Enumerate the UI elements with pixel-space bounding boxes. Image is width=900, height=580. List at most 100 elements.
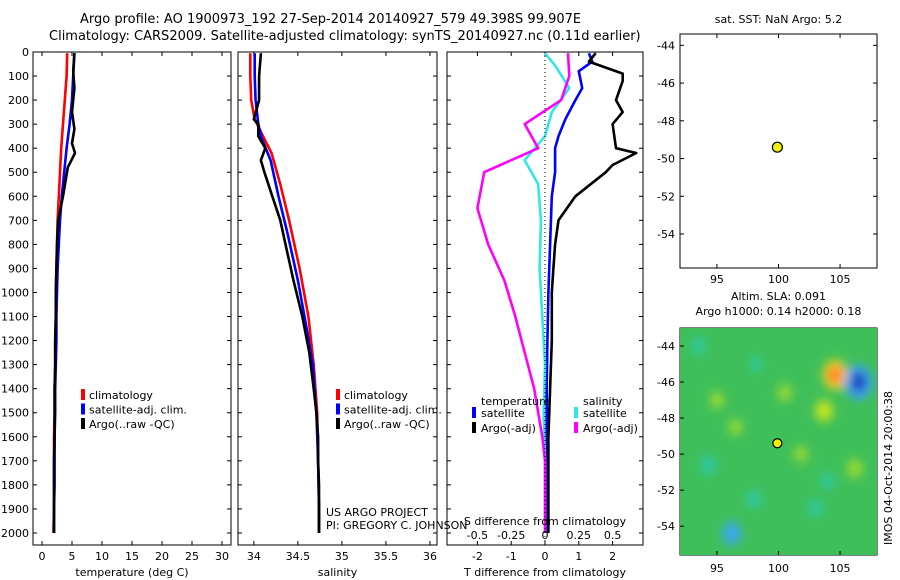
credit-pi: PI: GREGORY C. JOHNSON [326,519,468,532]
sla-anomaly [847,459,863,479]
ytick-label: 300 [8,118,29,131]
ytick-label: 1300 [1,359,29,372]
float-position-marker [772,438,783,449]
xtick-label: 36 [423,550,437,563]
ytick-label: -48 [657,115,675,128]
ytick-label: 1600 [1,431,29,444]
series-line [252,53,321,533]
sla-anomaly [815,400,833,422]
xtick-label: -2 [472,550,483,563]
xaxis-label: salinity [318,566,358,579]
sla-anomaly [729,419,742,436]
sla-anomaly [722,521,741,545]
series-line [547,52,638,533]
ytick-label: 1200 [1,335,29,348]
sla-anomaly [700,454,717,475]
stick-label: 0.25 [567,529,592,542]
stick-label: 0.5 [604,529,622,542]
ytick-label: -54 [657,520,675,533]
ytick-label: -44 [657,39,675,52]
ytick-label: 200 [8,94,29,107]
xtick-label: 34 [247,550,261,563]
xtick-label: 100 [768,562,789,575]
sla-title: Altim. SLA: 0.091 [731,290,826,303]
ytick-label: 1900 [1,503,29,516]
xtick-label: 95 [710,562,724,575]
figure-title-line2: Climatology: CARS2009. Satellite-adjuste… [49,29,641,44]
stick-label: 0 [542,529,549,542]
series-line [476,53,571,533]
xtick-label: 15 [125,550,139,563]
legend-label: satellite [481,407,525,420]
xaxis-label: T difference from climatology [463,566,626,579]
xtick-label: 105 [830,562,851,575]
stick-label: -0.5 [467,529,488,542]
legend-label: Argo(..raw -QC) [89,418,175,431]
legend-label: satellite-adj. clim. [344,404,442,417]
ytick-label: 600 [8,190,29,203]
legend-label: Argo(-adj) [583,422,638,435]
position-map-title: sat. SST: NaN Argo: 5.2 [715,13,842,26]
ytick-label: -50 [657,448,675,461]
ytick-label: 700 [8,214,29,227]
xtick-label: 0 [542,550,549,563]
ytick-label: 0 [22,46,29,59]
sla-anomaly [821,472,835,490]
series-line [52,53,77,533]
xtick-label: 5 [69,550,76,563]
ytick-label: 1500 [1,407,29,420]
legend-header: salinity [583,395,623,408]
sla-subtitle: Argo h1000: 0.14 h2000: 0.18 [696,305,862,318]
sla-anomaly [710,391,724,409]
xtick-label: 95 [710,273,724,286]
ytick-label: 1400 [1,383,29,396]
float-position-marker [771,141,783,153]
figure-title-line1: Argo profile: AO 1900973_192 27-Sep-2014… [80,12,582,27]
ytick-label: -52 [657,484,675,497]
legend-label: climatology [344,389,408,402]
imos-stamp: IMOS 04-Oct-2014 20:00:38 [882,391,895,545]
series-line [253,53,321,533]
legend-label: satellite [583,407,627,420]
legend-label: Argo(-adj) [481,422,536,435]
ytick-label: 1000 [1,286,29,299]
credit-project: US ARGO PROJECT [326,506,428,519]
legend-label: climatology [89,389,153,402]
ytick-label: 900 [8,262,29,275]
ytick-label: 100 [8,70,29,83]
legend-label: satellite-adj. clim. [89,404,187,417]
ytick-label: 1700 [1,455,29,468]
ytick-label: 400 [8,142,29,155]
ytick-label: 1800 [1,479,29,492]
ytick-label: -52 [657,190,675,203]
sla-anomaly [808,498,823,518]
stick-label: -0.25 [497,529,525,542]
xtick-label: 30 [215,550,229,563]
legend-header: temperature [481,395,550,408]
xtick-label: 10 [95,550,109,563]
xtick-label: 0 [39,550,46,563]
sla-anomaly [691,337,706,355]
xtick-label: 20 [155,550,169,563]
sla-field [691,337,873,545]
ytick-label: 2000 [1,527,29,540]
ytick-label: -46 [657,376,675,389]
xtick-label: 25 [185,550,199,563]
xtick-label: 100 [768,273,789,286]
xaxis-label: temperature (deg C) [75,566,188,579]
ytick-label: -46 [657,77,675,90]
ytick-label: -54 [657,228,675,241]
secondary-xaxis-label: S difference from climatology [464,515,627,528]
xtick-label: 35.5 [374,550,399,563]
series-line [545,52,594,533]
sla-anomaly-core [829,366,842,383]
xtick-label: 1 [575,550,582,563]
ytick-label: 500 [8,166,29,179]
sla-anomaly [746,489,762,509]
sla-anomaly [794,445,808,463]
ytick-label: -44 [657,340,675,353]
xtick-label: 34.5 [286,550,311,563]
xtick-label: 105 [830,273,851,286]
sla-anomaly [750,356,763,372]
